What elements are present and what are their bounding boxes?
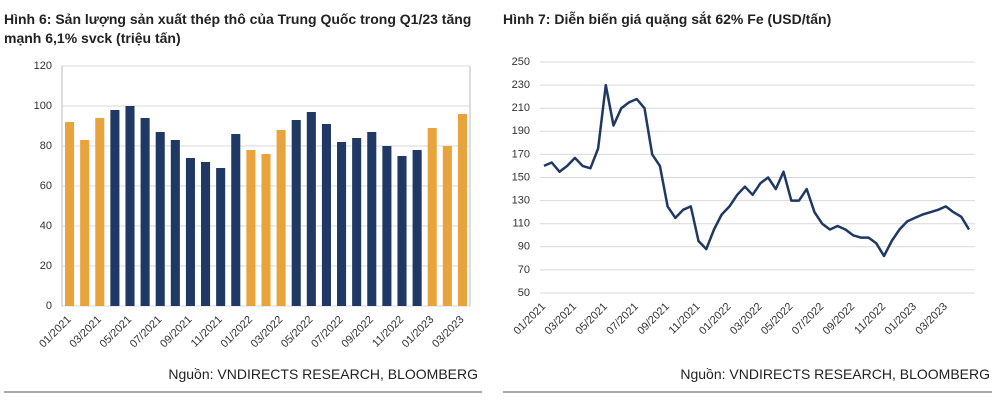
x-tick-label: 05/2021 — [573, 301, 610, 338]
chart-title: Hình 7: Diễn biến giá quặng sắt 62% Fe (… — [503, 11, 832, 27]
bar — [442, 146, 452, 306]
x-tick-label: 03/2023 — [913, 301, 950, 338]
chart-title: Hình 6: Sản lượng sản xuất thép thô của … — [4, 11, 472, 46]
y-tick-label: 20 — [40, 260, 52, 272]
x-tick-label: 03/2022 — [728, 301, 765, 338]
bar — [427, 128, 437, 306]
x-tick-label: 03/2022 — [249, 314, 286, 351]
y-tick-label: 210 — [512, 102, 530, 114]
bar — [185, 158, 195, 306]
x-tick-label: 05/2022 — [759, 301, 796, 338]
bar — [412, 150, 422, 306]
source: Nguồn: VNDIRECTS RESEARCH, BLOOMBERG — [680, 366, 990, 382]
y-tick-label: 150 — [512, 171, 530, 183]
bar — [246, 150, 256, 306]
x-tick-label: 07/2022 — [790, 301, 827, 338]
bar — [140, 118, 150, 306]
bar — [65, 122, 75, 306]
bar — [231, 134, 241, 306]
bar — [95, 118, 105, 306]
y-tick-label: 40 — [40, 220, 52, 232]
x-tick-label: 03/2023 — [430, 314, 467, 351]
bar — [321, 124, 331, 306]
bar — [80, 140, 90, 306]
x-tick-label: 09/2022 — [821, 301, 858, 338]
x-tick-label: 01/2021 — [512, 301, 549, 338]
bar — [397, 156, 407, 306]
bar — [276, 130, 286, 306]
bar — [125, 106, 135, 306]
x-tick-label: 01/2023 — [400, 314, 437, 351]
x-tick-label: 01/2023 — [882, 301, 919, 338]
y-tick-label: 60 — [40, 180, 52, 192]
y-tick-label: 130 — [512, 195, 530, 207]
bar — [170, 140, 180, 306]
x-tick-label: 03/2021 — [542, 301, 579, 338]
x-tick-label: 01/2022 — [697, 301, 734, 338]
bar — [216, 168, 226, 306]
bar — [367, 132, 377, 306]
line — [543, 83, 971, 258]
bar — [201, 162, 211, 306]
y-tick-label: 250 — [512, 56, 530, 68]
y-tick-label: 80 — [40, 140, 52, 152]
y-tick-label: 120 — [34, 60, 52, 72]
y-tick-label: 70 — [518, 264, 530, 276]
bar — [337, 142, 347, 306]
x-tick-label: 03/2021 — [67, 314, 104, 351]
y-tick-label: 170 — [512, 148, 530, 160]
x-tick-label: 09/2022 — [339, 314, 376, 351]
bar — [457, 114, 467, 306]
y-tick-label: 190 — [512, 125, 530, 137]
source: Nguồn: VNDIRECTS RESEARCH, BLOOMBERG — [168, 366, 478, 382]
x-tick-label: 05/2021 — [98, 314, 135, 351]
bar — [352, 138, 362, 306]
y-tick-label: 100 — [34, 100, 52, 112]
x-tick-label: 11/2021 — [189, 314, 225, 350]
x-tick-label: 05/2022 — [279, 314, 316, 351]
x-tick-label: 01/2022 — [218, 314, 255, 351]
y-tick-label: 50 — [518, 287, 530, 299]
y-tick-label: 110 — [512, 218, 530, 230]
x-tick-label: 11/2022 — [852, 301, 888, 337]
x-tick-label: 07/2021 — [128, 314, 165, 351]
x-tick-label: 11/2021 — [667, 301, 703, 337]
bar — [382, 146, 392, 306]
x-tick-label: 09/2021 — [635, 301, 672, 338]
bar — [291, 120, 301, 306]
y-tick-label: 90 — [518, 241, 530, 253]
x-tick-label: 07/2022 — [309, 314, 346, 351]
bar — [155, 132, 165, 306]
y-tick-label: 230 — [512, 79, 530, 91]
x-tick-label: 11/2022 — [370, 314, 406, 350]
bar — [306, 112, 316, 306]
y-tick-label: 0 — [46, 300, 52, 312]
x-tick-label: 09/2021 — [158, 314, 195, 351]
bar — [110, 110, 120, 306]
x-tick-label: 01/2021 — [37, 314, 74, 351]
bar — [261, 154, 271, 306]
x-tick-label: 07/2021 — [604, 301, 641, 338]
